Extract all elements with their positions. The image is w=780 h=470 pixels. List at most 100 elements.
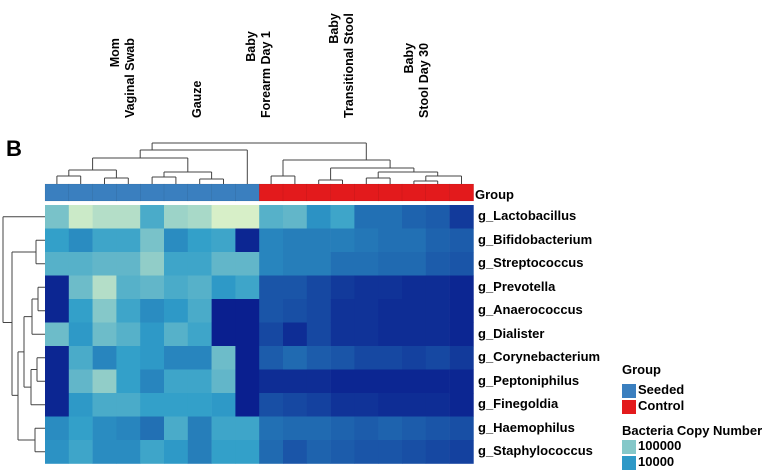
heatmap-cell: [211, 205, 236, 229]
heatmap-cell: [283, 299, 308, 323]
heatmap-cell: [235, 228, 260, 253]
heatmap-cell: [235, 205, 260, 229]
group-annotation-cell: [330, 183, 355, 202]
column-label: Baby Forearm Day 1: [244, 31, 273, 118]
heatmap-cell: [330, 346, 355, 370]
heatmap-cell: [68, 369, 93, 394]
heatmap-cell: [402, 228, 427, 253]
heatmap-cell: [235, 416, 260, 441]
legend-scale-swatch-low: [622, 456, 636, 470]
heatmap-cell: [354, 205, 379, 229]
heatmap-cell: [211, 322, 236, 347]
heatmap-cell: [92, 416, 117, 441]
heatmap-cell: [68, 252, 93, 276]
column-label: Baby Transitional Stool: [327, 13, 356, 118]
heatmap-cell: [140, 393, 165, 417]
heatmap-cell: [425, 275, 450, 300]
heatmap-cell: [235, 275, 260, 300]
heatmap-cell: [45, 228, 70, 253]
heatmap-cell: [187, 252, 212, 276]
column-label: Mom Vaginal Swab: [108, 38, 137, 118]
heatmap-cell: [45, 346, 70, 370]
heatmap-cell: [449, 252, 474, 276]
heatmap-cell: [211, 228, 236, 253]
heatmap-cell: [378, 299, 403, 323]
heatmap-cell: [402, 322, 427, 347]
legend-scale-tick-low: 10000: [638, 454, 675, 469]
heatmap-cell: [116, 322, 141, 347]
heatmap-cell: [354, 416, 379, 441]
heatmap-cell: [330, 369, 355, 394]
heatmap-cell: [378, 369, 403, 394]
heatmap-cell: [330, 322, 355, 347]
heatmap-cell: [425, 369, 450, 394]
heatmap-cell: [259, 369, 284, 394]
legend-seeded-swatch: [622, 384, 636, 398]
heatmap-cell: [354, 252, 379, 276]
heatmap-cell: [306, 346, 331, 370]
heatmap-cell: [402, 393, 427, 417]
heatmap-cell: [425, 346, 450, 370]
heatmap-cell: [187, 275, 212, 300]
heatmap-cell: [68, 299, 93, 323]
heatmap-cell: [259, 299, 284, 323]
heatmap-cell: [283, 346, 308, 370]
heatmap-cell: [378, 228, 403, 253]
heatmap-cell: [259, 416, 284, 441]
heatmap-cell: [306, 416, 331, 441]
heatmap-cell: [378, 322, 403, 347]
group-annotation-cell: [425, 183, 451, 202]
row-label: g_Staphylococcus: [478, 443, 593, 458]
heatmap-cell: [378, 440, 403, 464]
group-annotation-cell: [306, 183, 332, 202]
heatmap-cell: [449, 228, 474, 253]
heatmap-cell: [116, 369, 141, 394]
heatmap-cell: [354, 322, 379, 347]
group-annotation-cell: [139, 183, 165, 202]
heatmap-cell: [330, 228, 355, 253]
heatmap-cell: [116, 299, 141, 323]
row-label: g_Dialister: [478, 325, 545, 341]
heatmap-cell: [306, 228, 331, 253]
legend-control-swatch: [622, 400, 636, 414]
heatmap-cell: [402, 299, 427, 323]
heatmap-cell: [92, 252, 117, 276]
heatmap-cell: [425, 252, 450, 276]
group-annotation-cell: [44, 183, 70, 202]
heatmap-cell: [92, 440, 117, 464]
heatmap-cell: [259, 322, 284, 347]
heatmap-cell: [116, 205, 141, 229]
heatmap-cell: [45, 322, 70, 347]
row-label: g_Bifidobacterium: [478, 231, 593, 247]
heatmap-cell: [92, 275, 117, 300]
heatmap-cell: [402, 369, 427, 394]
heatmap-cell: [45, 393, 70, 417]
heatmap-cell: [164, 299, 189, 323]
heatmap-cell: [402, 252, 427, 276]
group-annotation-cell: [116, 183, 141, 202]
heatmap-cell: [283, 369, 308, 394]
group-annotation-cell: [211, 183, 236, 202]
heatmap-cell: [187, 299, 212, 323]
heatmap-cell: [211, 416, 236, 441]
heatmap-cell: [45, 252, 70, 276]
heatmap-cell: [330, 393, 355, 417]
heatmap-cell: [68, 440, 93, 464]
heatmap-cell: [116, 440, 141, 464]
heatmap-cell: [402, 205, 427, 229]
heatmap-cell: [68, 416, 93, 441]
heatmap-cell: [354, 440, 379, 464]
heatmap-cell: [330, 299, 355, 323]
legend-scale-title: Bacteria Copy Number: [622, 423, 763, 438]
group-annotation-cell: [282, 183, 308, 202]
heatmap-cell: [330, 275, 355, 300]
group-annotation-cell: [401, 183, 427, 202]
column-dendrogram: [56, 142, 462, 184]
heatmap-cell: [140, 205, 165, 229]
row-dendrogram: [2, 216, 45, 453]
heatmap-cell: [211, 440, 236, 464]
heatmap-cell: [330, 205, 355, 229]
heatmap-cell: [378, 416, 403, 441]
heatmap-cell: [235, 322, 260, 347]
